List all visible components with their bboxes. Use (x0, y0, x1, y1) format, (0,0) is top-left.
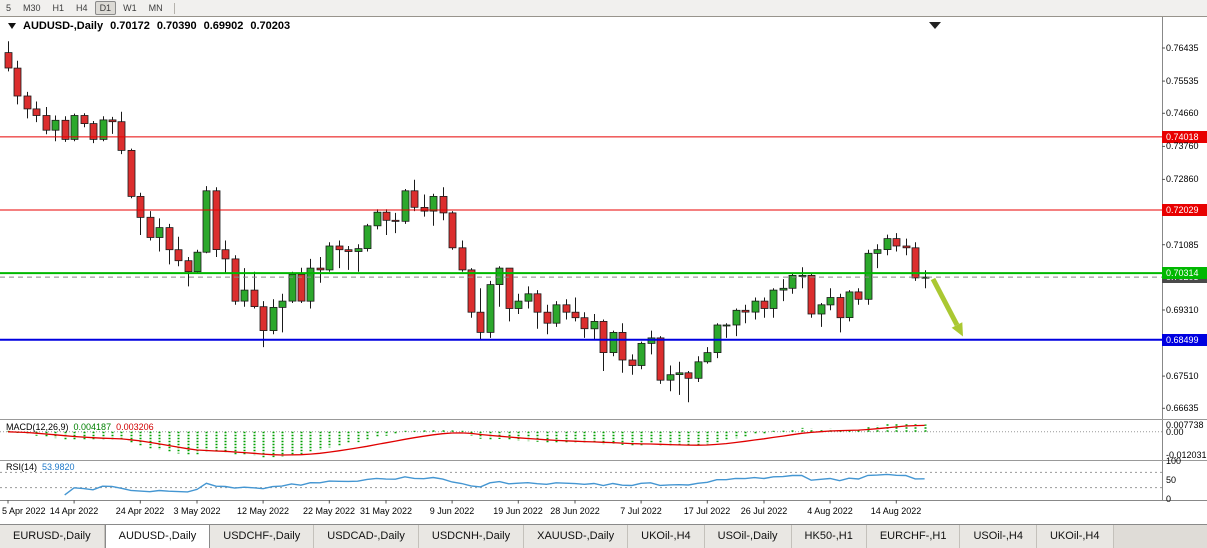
period-button-d1[interactable]: D1 (94, 1, 117, 15)
rsi-name: RSI(14) (6, 462, 38, 472)
chart-tab-usdcad-daily[interactable]: USDCAD-,Daily (314, 525, 419, 548)
macd-main-value: 0.004187 (73, 422, 112, 432)
date-axis-label[interactable]: 9 Jun 2022 (429, 506, 475, 516)
timeframe-toolbar: 5 M30 H1 H4 D1 W1 MN (0, 0, 1207, 17)
chart-tab-audusd-daily[interactable]: AUDUSD-,Daily (104, 525, 211, 548)
price-axis-label: 0.75535 (1166, 76, 1199, 86)
date-axis-label[interactable]: 17 Jul 2022 (683, 506, 731, 516)
chart-tab-eurusd-daily[interactable]: EURUSD-,Daily (0, 525, 105, 548)
chart-tab-eurchf-h1[interactable]: EURCHF-,H1 (866, 525, 961, 548)
chart-title: AUDUSD-,Daily 0.70172 0.70390 0.69902 0.… (8, 20, 290, 32)
chart-tab-ukoil-h4[interactable]: UKOil-,H4 (628, 525, 705, 548)
date-axis-label[interactable]: 31 May 2022 (359, 506, 413, 516)
macd-signal-value: 0.003206 (116, 422, 154, 432)
date-axis-label[interactable]: 12 May 2022 (236, 506, 290, 516)
chart-tab-ukoil-h4[interactable]: UKOil-,H4 (1036, 525, 1114, 548)
macd-name: MACD(12,26,9) (6, 422, 69, 432)
date-axis-label[interactable]: 26 Jul 2022 (740, 506, 788, 516)
price-axis-label: 0.74660 (1166, 108, 1199, 118)
date-axis-label[interactable]: 19 Jun 2022 (493, 506, 543, 516)
rsi-axis-label: 0 (1166, 494, 1172, 504)
trend-arrow[interactable] (930, 277, 963, 337)
chart-tab-usoil-h4[interactable]: USOil-,H4 (960, 525, 1037, 548)
hline-price-box-0.72029: 0.72029 (1162, 204, 1207, 216)
ohlc-close: 0.70203 (250, 20, 291, 32)
chart-shift-marker-icon[interactable] (929, 22, 941, 29)
date-axis-label[interactable]: 3 May 2022 (173, 506, 221, 516)
chart-tabs-bar: EURUSD-,Daily AUDUSD-,Daily USDCHF-,Daily U… (0, 524, 1207, 548)
price-axis-label: 0.69310 (1166, 305, 1199, 315)
period-button-mn[interactable]: MN (148, 3, 163, 13)
date-axis-label[interactable]: 7 Jul 2022 (620, 506, 662, 516)
price-axis-label: 0.67510 (1166, 371, 1199, 381)
date-axis-label[interactable]: 24 Apr 2022 (115, 506, 165, 516)
price-axis-label: 0.66635 (1166, 403, 1199, 413)
chart-symbol-period: AUDUSD-,Daily (23, 20, 104, 32)
rsi-axis-label: 100 (1166, 456, 1182, 466)
price-axis-label: 0.71085 (1166, 240, 1199, 250)
rsi-value: 53.9820 (42, 462, 75, 472)
chart-window[interactable]: AUDUSD-,Daily 0.70172 0.70390 0.69902 0.… (0, 17, 1207, 524)
quick-trade-arrow-icon[interactable] (8, 23, 16, 29)
date-axis-label[interactable]: 14 Apr 2022 (49, 506, 99, 516)
macd-axis-label: -0.012031 (1166, 450, 1207, 460)
rsi-axis-label: 50 (1166, 475, 1177, 485)
hline-price-box-0.68499: 0.68499 (1162, 334, 1207, 346)
price-axis-label: 0.73760 (1166, 141, 1199, 151)
chart-tab-usoil-daily[interactable]: USOil-,Daily (704, 525, 792, 548)
chart-tab-usdchf-daily[interactable]: USDCHF-,Daily (210, 525, 315, 548)
rsi-indicator-label: RSI(14) 53.9820 (6, 462, 75, 472)
date-axis-label[interactable]: 14 Aug 2022 (870, 506, 922, 516)
chart-tab-hk50-h1[interactable]: HK50-,H1 (791, 525, 867, 548)
period-button-h4[interactable]: H4 (76, 3, 88, 13)
period-button-w1[interactable]: W1 (123, 3, 137, 13)
date-axis-label[interactable]: 28 Jun 2022 (550, 506, 600, 516)
macd-axis-label: 0.00 (1166, 427, 1184, 437)
chart-tab-xauusd-daily[interactable]: XAUUSD-,Daily (524, 525, 629, 548)
price-axis-label: 0.72860 (1166, 174, 1199, 184)
period-button-h1[interactable]: H1 (52, 3, 65, 13)
hline-price-box-0.74018: 0.74018 (1162, 131, 1207, 143)
price-axis-label: 0.76435 (1166, 43, 1199, 53)
ohlc-low: 0.69902 (203, 20, 244, 32)
chart-canvas[interactable] (0, 17, 1207, 524)
chart-tab-usdcnh-daily[interactable]: USDCNH-,Daily (418, 525, 525, 548)
macd-axis-label: 0.007738 (1166, 420, 1204, 430)
toolbar-separator (173, 2, 175, 14)
date-axis-label[interactable]: 4 Aug 2022 (807, 506, 853, 516)
hline-price-box-0.70314: 0.70314 (1162, 267, 1207, 279)
period-button-m30[interactable]: M30 (23, 3, 41, 13)
ohlc-open: 0.70172 (110, 20, 150, 32)
date-axis-label[interactable]: 5 Apr 2022 (2, 506, 46, 516)
candlestick-series (4, 41, 930, 403)
macd-indicator-label: MACD(12,26,9) 0.004187 0.003206 (6, 422, 154, 432)
period-button-5[interactable]: 5 (6, 3, 12, 13)
date-axis-label[interactable]: 22 May 2022 (302, 506, 356, 516)
ohlc-high: 0.70390 (156, 20, 197, 32)
rsi-line (64, 473, 925, 496)
macd-signal-line (7, 424, 925, 456)
